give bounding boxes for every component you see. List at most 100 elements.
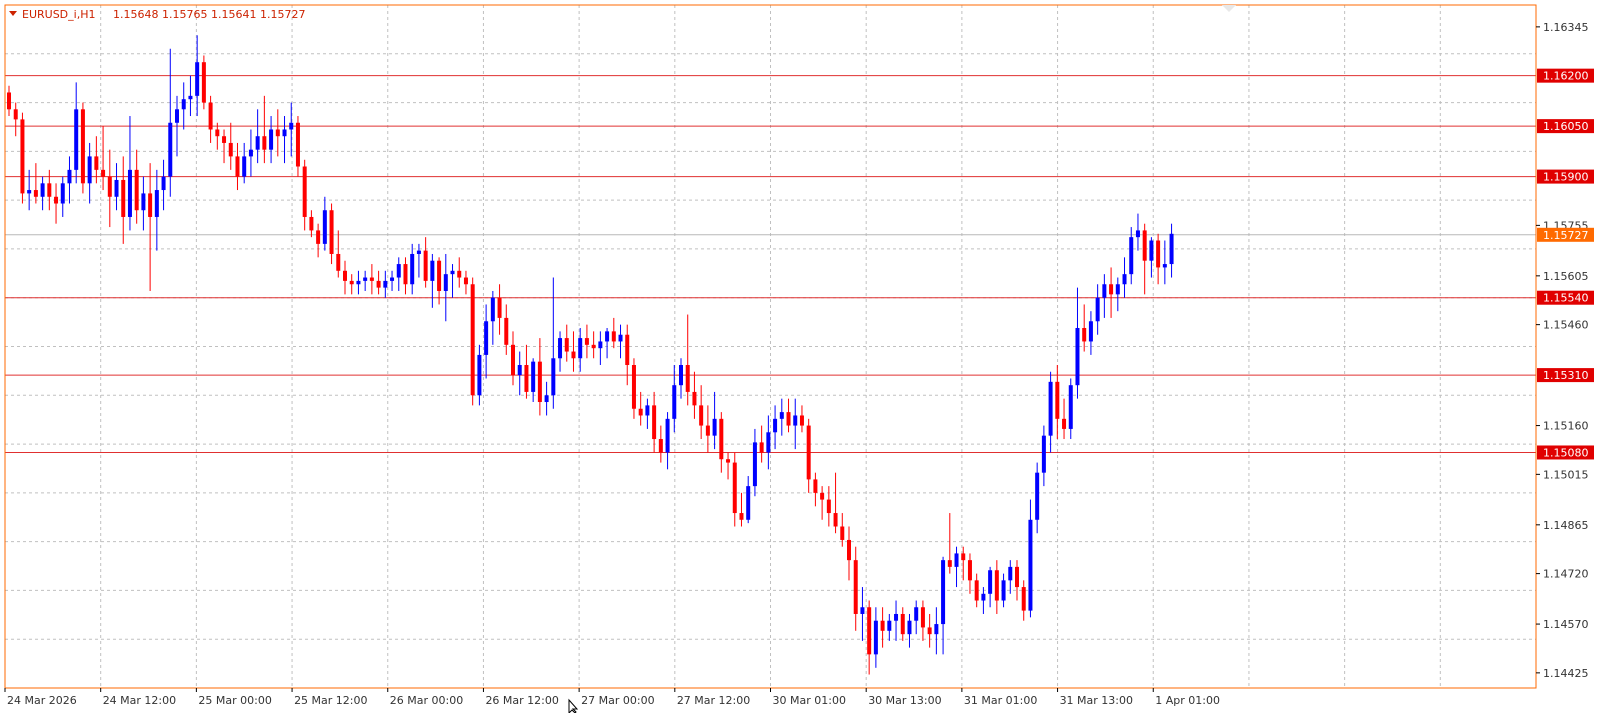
candle [578, 327, 583, 372]
candle [27, 169, 32, 211]
candle [1062, 398, 1067, 440]
candle [7, 85, 11, 117]
candle [766, 415, 771, 470]
candle-body [799, 415, 804, 426]
candle-body [739, 513, 744, 520]
candle-body [847, 539, 851, 561]
candle-body [114, 179, 119, 197]
candle-body [860, 607, 865, 614]
candle-body [262, 136, 267, 150]
candle [705, 405, 710, 453]
candle-body [927, 627, 932, 635]
candle-body [618, 334, 623, 342]
candle [40, 176, 45, 211]
candle-body [732, 462, 737, 514]
level-label: 1.15080 [1543, 446, 1589, 459]
candle [699, 385, 704, 440]
candle [880, 607, 885, 648]
candle-body [228, 142, 233, 157]
candle [799, 405, 804, 433]
candle-body [853, 560, 858, 614]
candle [853, 546, 858, 631]
candle-body [867, 607, 872, 655]
candle [275, 109, 280, 157]
candle-body [665, 418, 670, 453]
candle [887, 613, 892, 641]
candle [235, 142, 240, 191]
candle [215, 122, 220, 150]
candle [181, 82, 186, 130]
candle-body [524, 365, 529, 392]
candle [148, 163, 153, 291]
candle [1142, 223, 1147, 295]
candle [591, 331, 596, 359]
candle-body [94, 156, 99, 170]
candle [826, 486, 831, 527]
candle [161, 159, 166, 211]
candle-body [692, 391, 697, 406]
candle [154, 169, 159, 251]
candle [524, 344, 529, 399]
current-price-label: 1.15727 [1543, 229, 1589, 242]
level-label-bg [1537, 368, 1594, 383]
candle-body [638, 408, 643, 416]
candle [356, 270, 361, 295]
candle-body [336, 253, 341, 271]
level-label-bg [1537, 445, 1594, 460]
level-label: 1.16200 [1543, 70, 1589, 83]
candle-body [1075, 327, 1080, 386]
candle [611, 317, 616, 349]
candle-body [470, 284, 475, 396]
level-label: 1.15540 [1543, 292, 1589, 305]
price-axis[interactable]: 1.163451.157551.156051.154601.151601.150… [1536, 21, 1594, 680]
time-axis[interactable]: 24 Mar 2026 24 Mar 12:00 25 Mar 00:00 25 Ma… [4, 688, 1220, 707]
candle-body [591, 344, 596, 349]
candle-body [1021, 587, 1026, 611]
candle-body [121, 179, 126, 217]
candle-body [685, 365, 690, 392]
horizontal-levels[interactable] [5, 75, 1536, 453]
candle-body [423, 250, 428, 281]
time-tick-label: 25 Mar 12:00 [294, 694, 367, 707]
candle-body [7, 92, 11, 110]
candle-body [27, 190, 32, 194]
candle [988, 566, 993, 608]
shift-marker-icon[interactable] [1222, 5, 1236, 12]
price-tick-label: 1.14425 [1543, 667, 1589, 680]
candle [1102, 274, 1107, 318]
candle-body [820, 492, 825, 500]
candle [114, 163, 119, 211]
candle-body [302, 166, 307, 217]
candle [920, 600, 925, 641]
candle-body [813, 479, 818, 493]
candle [242, 142, 247, 184]
candle [343, 260, 347, 295]
candle-body [1048, 381, 1053, 436]
candle [638, 391, 643, 426]
candle [1075, 287, 1080, 399]
candle [396, 257, 401, 291]
candle-body [201, 62, 206, 103]
candle [1001, 573, 1006, 608]
candle [336, 230, 341, 278]
candle [1021, 580, 1026, 621]
candle [967, 553, 972, 594]
candle-body [1129, 237, 1134, 275]
time-tick-label: 27 Mar 12:00 [677, 694, 750, 707]
candle [457, 257, 462, 288]
candle [1068, 378, 1073, 440]
triangle-down-icon[interactable] [9, 11, 17, 16]
candle-body [195, 62, 200, 96]
candle-body [134, 169, 139, 211]
candle [60, 176, 65, 217]
candle [188, 75, 193, 117]
candle-body [887, 620, 892, 631]
candle-body [994, 570, 999, 601]
level-label: 1.15310 [1543, 369, 1589, 382]
candle-body [1122, 274, 1127, 285]
candle [295, 116, 300, 177]
candle [282, 116, 287, 164]
candle [1156, 233, 1161, 285]
